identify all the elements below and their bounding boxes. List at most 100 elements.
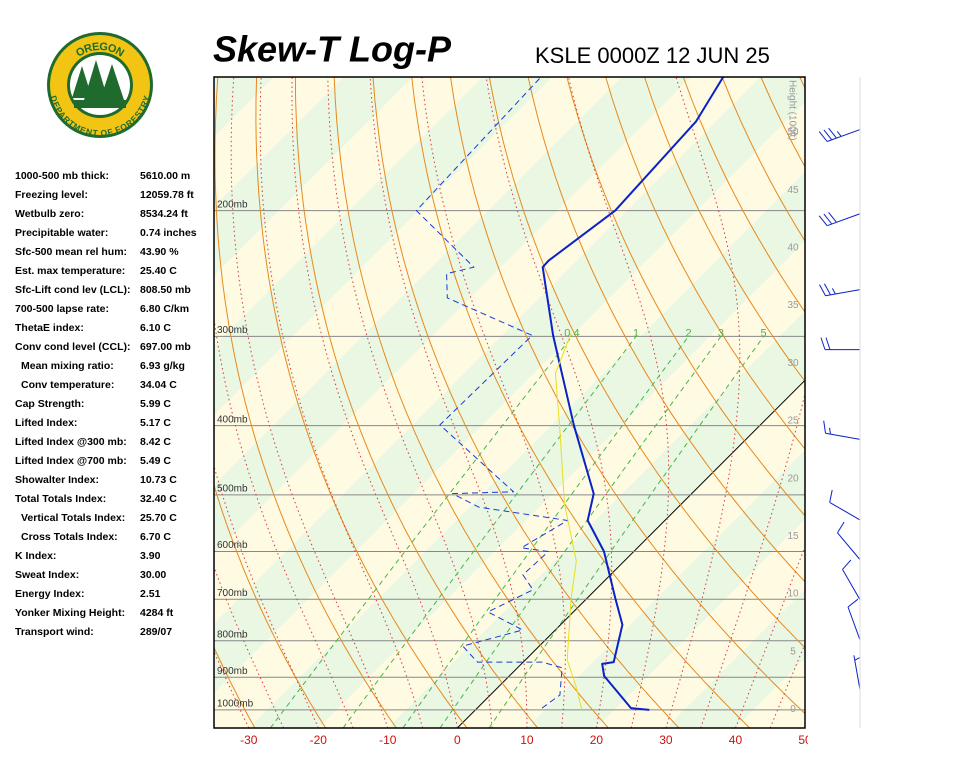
dry-adiabat <box>955 77 960 728</box>
stat-label: Conv cond level (CCL): <box>15 341 131 353</box>
wind-barb <box>819 212 860 225</box>
stat-value: 697.00 mb <box>140 341 191 353</box>
wind-barb <box>843 560 861 600</box>
dry-adiabat <box>877 77 960 728</box>
stat-label: Conv temperature: <box>21 379 114 391</box>
stat-value: 0.74 inches <box>140 227 197 239</box>
stat-label: Sfc-500 mean rel hum: <box>15 246 127 258</box>
y-tick-label: 600mb <box>217 540 248 551</box>
stat-value: 25.40 C <box>140 265 177 277</box>
stat-label: Est. max temperature: <box>15 265 125 277</box>
stat-value: 6.10 C <box>140 322 171 334</box>
mixing-ratio-label: 3 <box>718 327 724 339</box>
wind-barb <box>820 284 861 296</box>
stat-label: K Index: <box>15 550 56 562</box>
stat-value: 808.50 mb <box>140 284 191 296</box>
y2-tick-label: 30 <box>787 358 799 369</box>
isotherm <box>805 77 960 728</box>
wind-barb <box>848 599 860 640</box>
y-tick-label: 1000mb <box>217 699 254 710</box>
wind-barb <box>821 338 860 350</box>
stat-value: 6.80 C/km <box>140 303 189 315</box>
x-tick-label: -20 <box>310 733 328 747</box>
stat-label: Showalter Index: <box>15 474 99 486</box>
stat-label: Lifted Index @300 mb: <box>15 436 127 448</box>
stat-value: 3.90 <box>140 550 161 562</box>
dry-adiabat <box>916 77 960 728</box>
stat-label: ThetaE index: <box>15 322 84 334</box>
y-tick-label: 200mb <box>217 199 248 210</box>
chart-title: Skew-T Log-P <box>213 29 452 70</box>
stat-value: 32.40 C <box>140 493 177 505</box>
stat-label: Yonker Mixing Height: <box>15 607 125 619</box>
stat-label: Transport wind: <box>15 626 94 638</box>
wind-barb <box>854 655 861 689</box>
y2-tick-label: 35 <box>787 300 799 311</box>
wind-barb <box>819 128 860 141</box>
stat-label: Lifted Index: <box>15 417 77 429</box>
stat-value: 8534.24 ft <box>140 208 188 220</box>
y2-tick-label: 0 <box>790 704 796 715</box>
stat-label: Mean mixing ratio: <box>21 360 114 372</box>
y2-tick-label: 40 <box>787 242 799 253</box>
y-tick-label: 300mb <box>217 325 248 336</box>
y-tick-label: 900mb <box>217 666 248 677</box>
wind-barb <box>830 490 860 520</box>
dry-adiabat <box>800 77 960 728</box>
y2-tick-label: 45 <box>787 185 799 196</box>
x-tick-label: -10 <box>379 733 397 747</box>
stat-label: 1000-500 mb thick: <box>15 170 109 182</box>
stat-label: Energy Index: <box>15 588 84 600</box>
stat-label: 700-500 lapse rate: <box>15 303 109 315</box>
stat-value: 6.93 g/kg <box>140 360 185 372</box>
y2-tick-label: 10 <box>787 589 799 600</box>
wind-barb <box>838 522 861 560</box>
x-tick-label: 40 <box>729 733 743 747</box>
stat-label: Sweat Index: <box>15 569 79 581</box>
y2-tick-label: 20 <box>787 473 799 484</box>
stat-label: Vertical Totals Index: <box>21 512 125 524</box>
stat-label: Sfc-Lift cond lev (LCL): <box>15 284 131 296</box>
stat-value: 4284 ft <box>140 607 174 619</box>
x-tick-label: 10 <box>520 733 534 747</box>
x-tick-label: 0 <box>454 733 461 747</box>
isotherm-band <box>805 77 960 728</box>
stat-value: 43.90 % <box>140 246 179 258</box>
stat-label: Lifted Index @700 mb: <box>15 455 127 467</box>
stat-value: 6.70 C <box>140 531 171 543</box>
stat-label: Freezing level: <box>15 189 88 201</box>
mixing-ratio-label: 5 <box>761 327 767 339</box>
logo: OREGON DEPARTMENT OF FORESTRY <box>47 32 153 139</box>
y2-tick-label: 5 <box>790 646 796 657</box>
stat-value: 30.00 <box>140 569 166 581</box>
stat-label: Cross Totals Index: <box>21 531 118 543</box>
y2-tick-label: 15 <box>787 531 799 542</box>
mixing-ratio-label: 1 <box>633 327 639 339</box>
stat-value: 12059.78 ft <box>140 189 194 201</box>
stat-value: 10.73 C <box>140 474 177 486</box>
y-tick-label: 500mb <box>217 484 248 495</box>
x-tick-label: 20 <box>590 733 604 747</box>
stat-value: 2.51 <box>140 588 161 600</box>
y-tick-label: 800mb <box>217 629 248 640</box>
y2-axis-label: Height (100ft) <box>786 80 797 141</box>
stat-value: 8.42 C <box>140 436 171 448</box>
x-tick-label: -30 <box>240 733 258 747</box>
stat-value: 34.04 C <box>140 379 177 391</box>
chart-subtitle: KSLE 0000Z 12 JUN 25 <box>535 43 770 68</box>
wind-barb <box>824 421 860 440</box>
stat-value: 25.70 C <box>140 512 177 524</box>
stat-value: 289/07 <box>140 626 172 638</box>
y-tick-label: 700mb <box>217 588 248 599</box>
stat-label: Cap Strength: <box>15 398 84 410</box>
stat-value: 5.17 C <box>140 417 171 429</box>
y-tick-label: 400mb <box>217 414 248 425</box>
stat-value: 5.49 C <box>140 455 171 467</box>
mixing-ratio-label: 2 <box>685 327 691 339</box>
x-tick-label: 50 <box>798 733 812 747</box>
y2-tick-label: 25 <box>787 416 799 427</box>
stat-label: Wetbulb zero: <box>15 208 84 220</box>
